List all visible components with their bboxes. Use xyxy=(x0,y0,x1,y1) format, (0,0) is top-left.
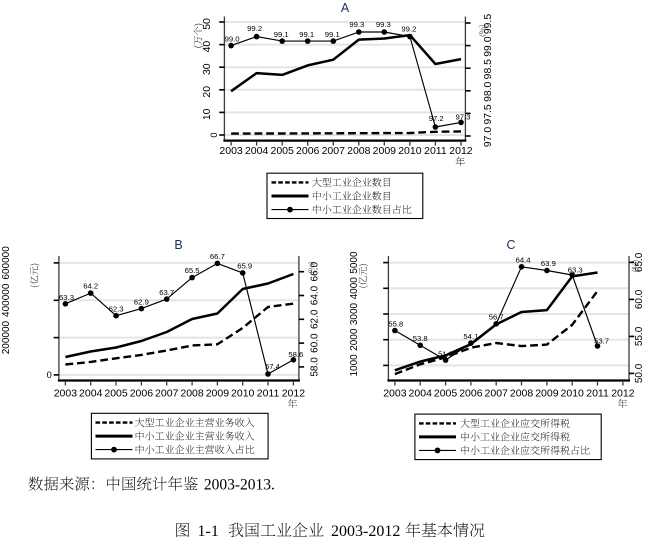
svg-text:2008: 2008 xyxy=(180,387,204,399)
svg-text:57.4: 57.4 xyxy=(265,362,281,371)
svg-text:54.1: 54.1 xyxy=(463,332,478,341)
svg-text:99.2: 99.2 xyxy=(247,24,262,33)
svg-text:99.5: 99.5 xyxy=(483,14,494,34)
svg-text:2003: 2003 xyxy=(219,145,243,157)
svg-text:99.0: 99.0 xyxy=(225,35,240,44)
svg-text:0: 0 xyxy=(47,370,52,380)
svg-text:65.5: 65.5 xyxy=(185,266,200,275)
svg-text:99.3: 99.3 xyxy=(376,20,391,29)
svg-text:65.0: 65.0 xyxy=(634,252,645,272)
svg-text:10: 10 xyxy=(202,108,213,120)
svg-text:2011: 2011 xyxy=(424,145,447,157)
svg-text:58.6: 58.6 xyxy=(288,350,303,359)
svg-text:2012: 2012 xyxy=(449,145,473,157)
svg-text:63.3: 63.3 xyxy=(59,293,74,302)
svg-text:2005: 2005 xyxy=(104,387,128,399)
svg-text:56.7: 56.7 xyxy=(489,313,504,322)
svg-text:200000: 200000 xyxy=(1,320,12,354)
svg-text:53.7: 53.7 xyxy=(594,337,609,346)
svg-text:99.1: 99.1 xyxy=(299,30,314,39)
svg-text:A: A xyxy=(341,1,350,15)
svg-text:2006: 2006 xyxy=(459,387,483,399)
svg-text:4000: 4000 xyxy=(349,277,360,300)
svg-text:62.0: 62.0 xyxy=(310,309,321,329)
svg-text:55.8: 55.8 xyxy=(388,319,403,328)
svg-text:2012: 2012 xyxy=(282,387,306,399)
svg-text:97.3: 97.3 xyxy=(455,113,470,122)
svg-text:97.0: 97.0 xyxy=(483,127,494,147)
svg-text:97.5: 97.5 xyxy=(483,104,494,124)
svg-text:2004: 2004 xyxy=(409,387,433,399)
svg-text:63.7: 63.7 xyxy=(159,288,174,297)
svg-text:53.8: 53.8 xyxy=(413,334,428,343)
svg-text:66.7: 66.7 xyxy=(210,252,225,261)
svg-text:66.0: 66.0 xyxy=(310,262,321,282)
svg-text:2007: 2007 xyxy=(322,145,346,157)
svg-text:99.1: 99.1 xyxy=(325,30,340,39)
svg-text:2012: 2012 xyxy=(611,387,635,399)
svg-text:40: 40 xyxy=(202,41,213,53)
svg-text:2003-2013.: 2003-2013. xyxy=(204,477,275,494)
svg-text:3000: 3000 xyxy=(349,302,360,325)
svg-text:2006: 2006 xyxy=(130,387,154,399)
svg-text:62.9: 62.9 xyxy=(134,297,149,306)
svg-text:1-1: 1-1 xyxy=(198,523,219,540)
svg-text:99.1: 99.1 xyxy=(274,30,289,39)
svg-text:C: C xyxy=(506,238,515,252)
svg-text:400000: 400000 xyxy=(1,283,12,317)
svg-text:99.2: 99.2 xyxy=(401,25,416,34)
svg-text:600000: 600000 xyxy=(1,246,12,280)
svg-text:98.5: 98.5 xyxy=(483,59,494,79)
svg-text:2009: 2009 xyxy=(373,145,397,157)
svg-text:2006: 2006 xyxy=(296,145,320,157)
svg-text:20: 20 xyxy=(202,86,213,98)
svg-text:60.0: 60.0 xyxy=(310,333,321,353)
svg-text:30: 30 xyxy=(202,63,213,75)
svg-text:64.4: 64.4 xyxy=(516,255,532,264)
svg-text:99.3: 99.3 xyxy=(349,20,364,29)
svg-text:63.9: 63.9 xyxy=(541,259,556,268)
svg-text:2010: 2010 xyxy=(231,387,255,399)
svg-text:51.8: 51.8 xyxy=(438,350,453,359)
svg-text:5000: 5000 xyxy=(349,251,360,274)
svg-text:2011: 2011 xyxy=(257,387,280,399)
svg-text:2009: 2009 xyxy=(535,387,559,399)
svg-text:98.0: 98.0 xyxy=(483,81,494,101)
svg-text:2010: 2010 xyxy=(561,387,585,399)
svg-text:2000: 2000 xyxy=(349,328,360,351)
svg-text:B: B xyxy=(174,238,182,252)
svg-text:2010: 2010 xyxy=(398,145,422,157)
svg-text:97.2: 97.2 xyxy=(429,114,444,123)
svg-text:2009: 2009 xyxy=(206,387,230,399)
svg-text:1000: 1000 xyxy=(349,354,360,377)
svg-text:58.0: 58.0 xyxy=(310,357,321,377)
svg-text:2003: 2003 xyxy=(383,387,407,399)
svg-text:2007: 2007 xyxy=(485,387,509,399)
svg-text:2011: 2011 xyxy=(586,387,609,399)
svg-text:55.0: 55.0 xyxy=(634,326,645,346)
svg-text:2005: 2005 xyxy=(271,145,295,157)
svg-text:2008: 2008 xyxy=(347,145,371,157)
svg-text:2007: 2007 xyxy=(155,387,179,399)
svg-text:99.0: 99.0 xyxy=(483,36,494,56)
svg-text:2004: 2004 xyxy=(79,387,103,399)
svg-text:0: 0 xyxy=(209,132,219,137)
svg-text:64.2: 64.2 xyxy=(83,282,98,291)
svg-text:62.3: 62.3 xyxy=(109,305,124,314)
svg-text:65.9: 65.9 xyxy=(237,261,252,270)
svg-text:2008: 2008 xyxy=(510,387,534,399)
svg-text:2004: 2004 xyxy=(245,145,269,157)
svg-text:2003-2012: 2003-2012 xyxy=(331,523,400,540)
svg-text:63.3: 63.3 xyxy=(568,265,583,274)
svg-text:50.0: 50.0 xyxy=(634,363,645,383)
svg-text:64.0: 64.0 xyxy=(310,285,321,305)
svg-text:2003: 2003 xyxy=(54,387,78,399)
svg-text:2005: 2005 xyxy=(434,387,458,399)
svg-text:60.0: 60.0 xyxy=(634,289,645,309)
svg-text:50: 50 xyxy=(202,18,213,30)
